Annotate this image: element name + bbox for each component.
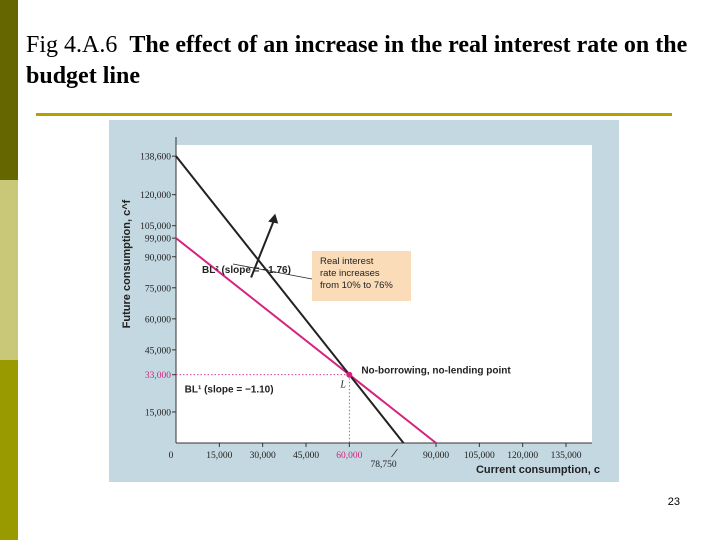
title-description: The effect of an increase in the real in… [26, 32, 688, 89]
sidebar-band-top [0, 0, 18, 180]
y-tick-label: 138,600 [140, 153, 171, 163]
y-tick-label: 90,000 [145, 253, 171, 263]
y-tick-label: 33,000 [145, 371, 171, 381]
point-l-label: L [339, 380, 346, 391]
title-rule [36, 113, 672, 116]
sidebar-band-bottom [0, 360, 18, 540]
y-tick-label: 75,000 [145, 284, 171, 294]
page-number: 23 [667, 496, 680, 508]
annotation-box [312, 251, 411, 301]
y-tick-label: 15,000 [145, 408, 171, 418]
title-figure-number: Fig 4.A.6 [26, 32, 118, 58]
point-annotation: No-borrowing, no-lending point [361, 366, 511, 377]
sidebar-decoration [0, 0, 18, 540]
annotation-text-line: rate increases [320, 268, 380, 279]
series-line-bl2 [175, 155, 405, 444]
x-tick-label: 90,000 [423, 451, 449, 461]
y-tick-label: 120,000 [140, 191, 171, 201]
shift-arrow-head [268, 213, 279, 224]
x-tick-label: 15,000 [206, 451, 232, 461]
y-axis-title: Future consumption, c^f [121, 199, 133, 328]
x-tick-label: 30,000 [250, 451, 276, 461]
point-l-marker [346, 371, 353, 378]
x-tick-label: 120,000 [507, 451, 538, 461]
y-tick-label: 105,000 [140, 222, 171, 232]
slide-title: Fig 4.A.6 The effect of an increase in t… [26, 30, 706, 92]
x-tick-label: 0 [169, 451, 174, 461]
sidebar-band-middle [0, 180, 18, 360]
x-tick-label: 45,000 [293, 451, 319, 461]
x-tick-label: 60,000 [336, 451, 362, 461]
x-intercept-label: 78,750 [370, 460, 396, 470]
intercept-leader [391, 448, 398, 458]
annotation-text-line: Real interest [320, 256, 374, 267]
series-label-bl2: BL² (slope = −1.76) [202, 265, 291, 276]
shift-arrow-line [250, 219, 276, 278]
y-tick-label: 99,000 [145, 235, 171, 245]
y-tick-label: 60,000 [145, 315, 171, 325]
budget-line-chart: 15,000 33,000 45,000 60,000 75,000 90,000 99,0… [121, 137, 600, 476]
x-axis-title: Current consumption, c [476, 464, 600, 476]
annotation-leader [232, 263, 313, 280]
series-label-bl1: BL¹ (slope = −1.10) [185, 384, 274, 395]
x-tick-label: 105,000 [464, 451, 495, 461]
y-tick-label: 45,000 [145, 346, 171, 356]
series-line-bl1 [175, 237, 437, 444]
annotation-text-line: from 10% to 76% [320, 280, 393, 291]
x-tick-label: 135,000 [551, 451, 582, 461]
chart-panel: 15,000 33,000 45,000 60,000 75,000 90,000 99,0… [109, 120, 619, 482]
